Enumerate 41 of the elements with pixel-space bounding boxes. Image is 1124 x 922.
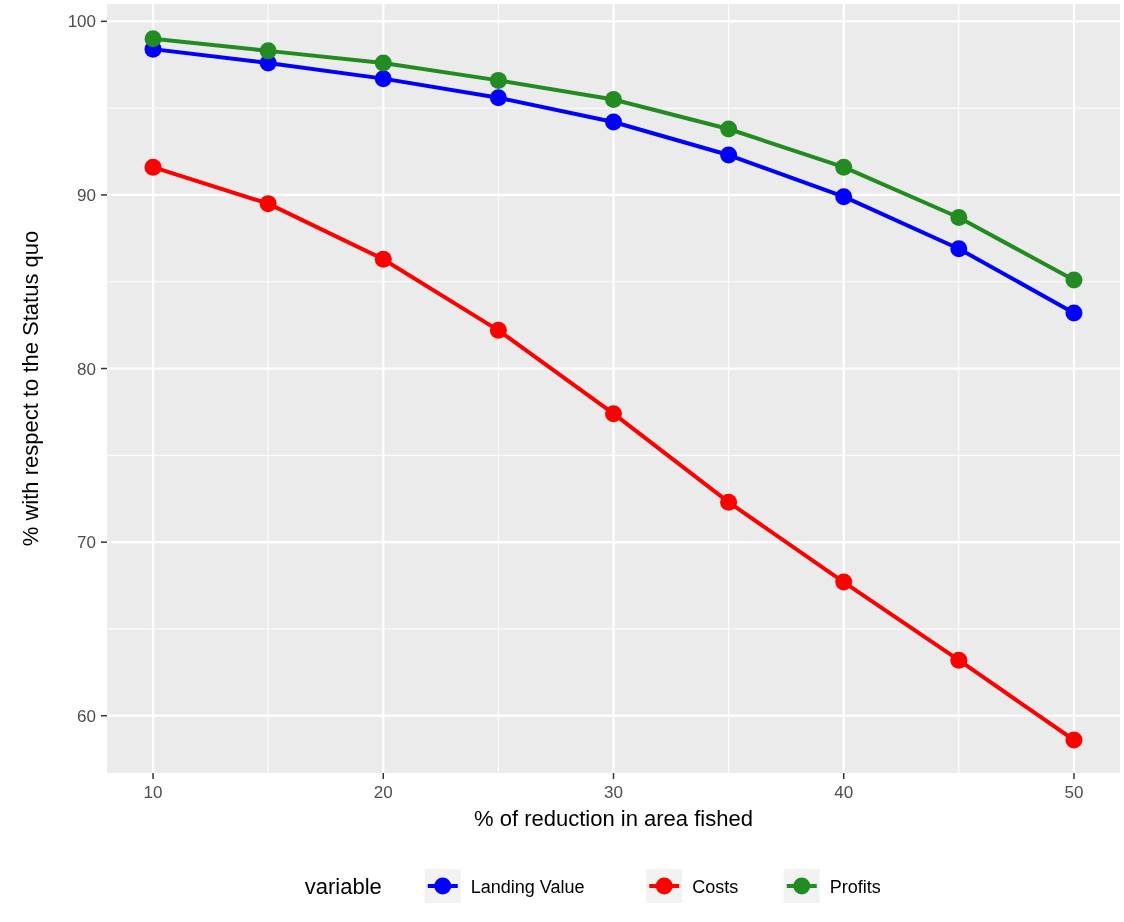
point xyxy=(1065,731,1083,749)
x-tick-label: 20 xyxy=(373,783,393,802)
y-tick-label: 100 xyxy=(67,12,96,32)
point xyxy=(1065,271,1083,289)
point xyxy=(374,54,392,72)
point xyxy=(144,158,162,176)
point xyxy=(489,321,507,339)
point xyxy=(835,188,853,206)
point xyxy=(1065,304,1083,322)
y-tick-label: 60 xyxy=(77,706,96,726)
y-tick-label: 90 xyxy=(77,185,96,205)
y-tick-label: 70 xyxy=(77,533,96,553)
point xyxy=(720,120,738,138)
point xyxy=(720,493,738,511)
point xyxy=(144,30,162,48)
y-axis-title: % with respect to the Status quo xyxy=(18,230,43,547)
point xyxy=(374,70,392,88)
legend-label: Costs xyxy=(692,877,739,897)
point xyxy=(259,195,277,213)
legend-title: variable xyxy=(304,874,382,899)
point xyxy=(950,240,968,258)
point xyxy=(259,42,277,60)
legend-label: Profits xyxy=(829,877,881,897)
point xyxy=(720,146,738,164)
x-tick-label: 50 xyxy=(1064,783,1084,802)
point xyxy=(950,209,968,227)
point xyxy=(374,250,392,268)
point xyxy=(605,113,622,131)
point xyxy=(835,573,853,591)
point xyxy=(950,651,968,669)
x-axis-title: % of reduction in area fished xyxy=(474,806,753,831)
point xyxy=(605,90,622,108)
x-tick-label: 40 xyxy=(834,783,854,802)
point xyxy=(489,89,507,107)
point xyxy=(835,158,853,176)
x-tick-label: 30 xyxy=(604,783,623,802)
point xyxy=(605,405,622,423)
y-tick-label: 80 xyxy=(77,359,96,379)
point xyxy=(489,71,507,89)
x-tick-label: 10 xyxy=(143,783,163,802)
legend-label: Landing Value xyxy=(470,877,585,897)
